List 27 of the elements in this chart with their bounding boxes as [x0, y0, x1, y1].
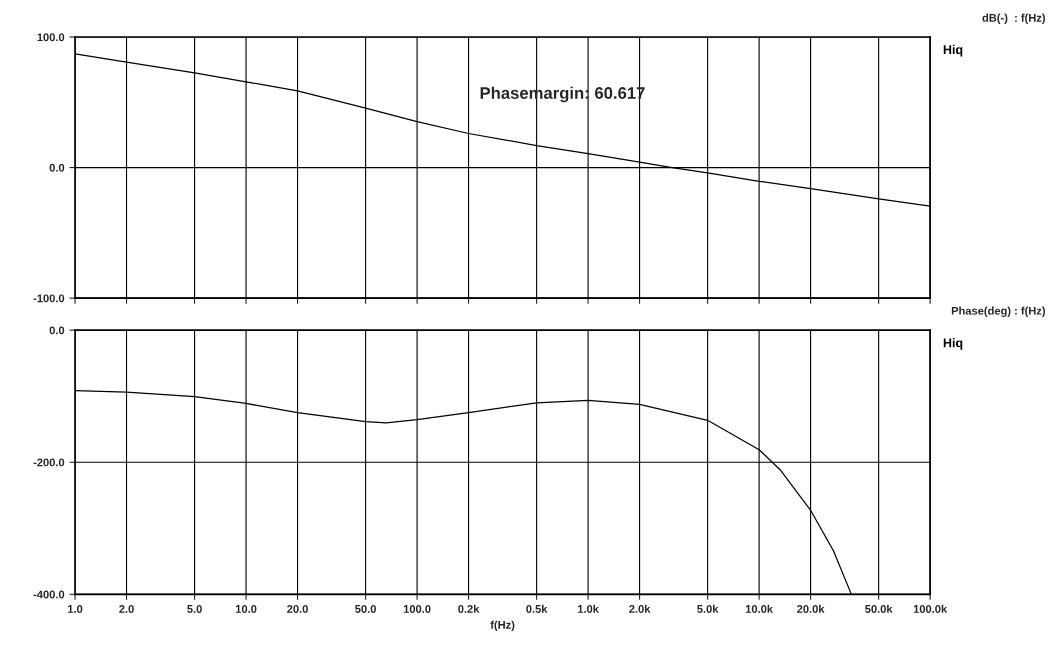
text: Hiq [943, 338, 963, 350]
x-tick-label: 0.2k [458, 604, 480, 613]
y-tick-label: -100.0 [33, 294, 65, 303]
text: Hiq [943, 44, 963, 57]
x-tick-label: 0.5k [526, 604, 548, 613]
x-tick-label: 1.0k [577, 604, 599, 613]
x-tick-label: 50.0k [865, 604, 893, 613]
x-tick-label: 100.0k [913, 604, 948, 613]
x-tick-label: 100.0 [403, 605, 431, 613]
x-tick-label: 20.0 [287, 605, 308, 613]
x-axis-title: f(Hz) [490, 620, 515, 631]
x-tick-label: 1.0 [68, 605, 83, 613]
x-tick-label: 2.0k [629, 604, 651, 613]
x-tick-label: 10.0k [745, 604, 774, 613]
y-axis-title: dB(-) : f(Hz) [982, 13, 1046, 24]
x-tick-label: 2.0 [119, 605, 134, 613]
x-tick-label: 50.0 [355, 605, 376, 613]
y-tick-label: -400.0 [33, 590, 65, 599]
y-tick-label: 100.0 [37, 33, 65, 42]
y-tick-label: 0.0 [49, 326, 65, 335]
x-tick-label: 5.0 [187, 605, 202, 613]
y-axis-title: Phase(deg) : f(Hz) [951, 306, 1046, 317]
y-tick-label: 0.0 [49, 163, 65, 172]
x-tick-label: 10.0 [235, 605, 257, 613]
x-tick-label: 5.0k [697, 604, 719, 613]
x-tick-label: 20.0k [797, 604, 825, 613]
y-tick-label: -200.0 [33, 458, 65, 467]
